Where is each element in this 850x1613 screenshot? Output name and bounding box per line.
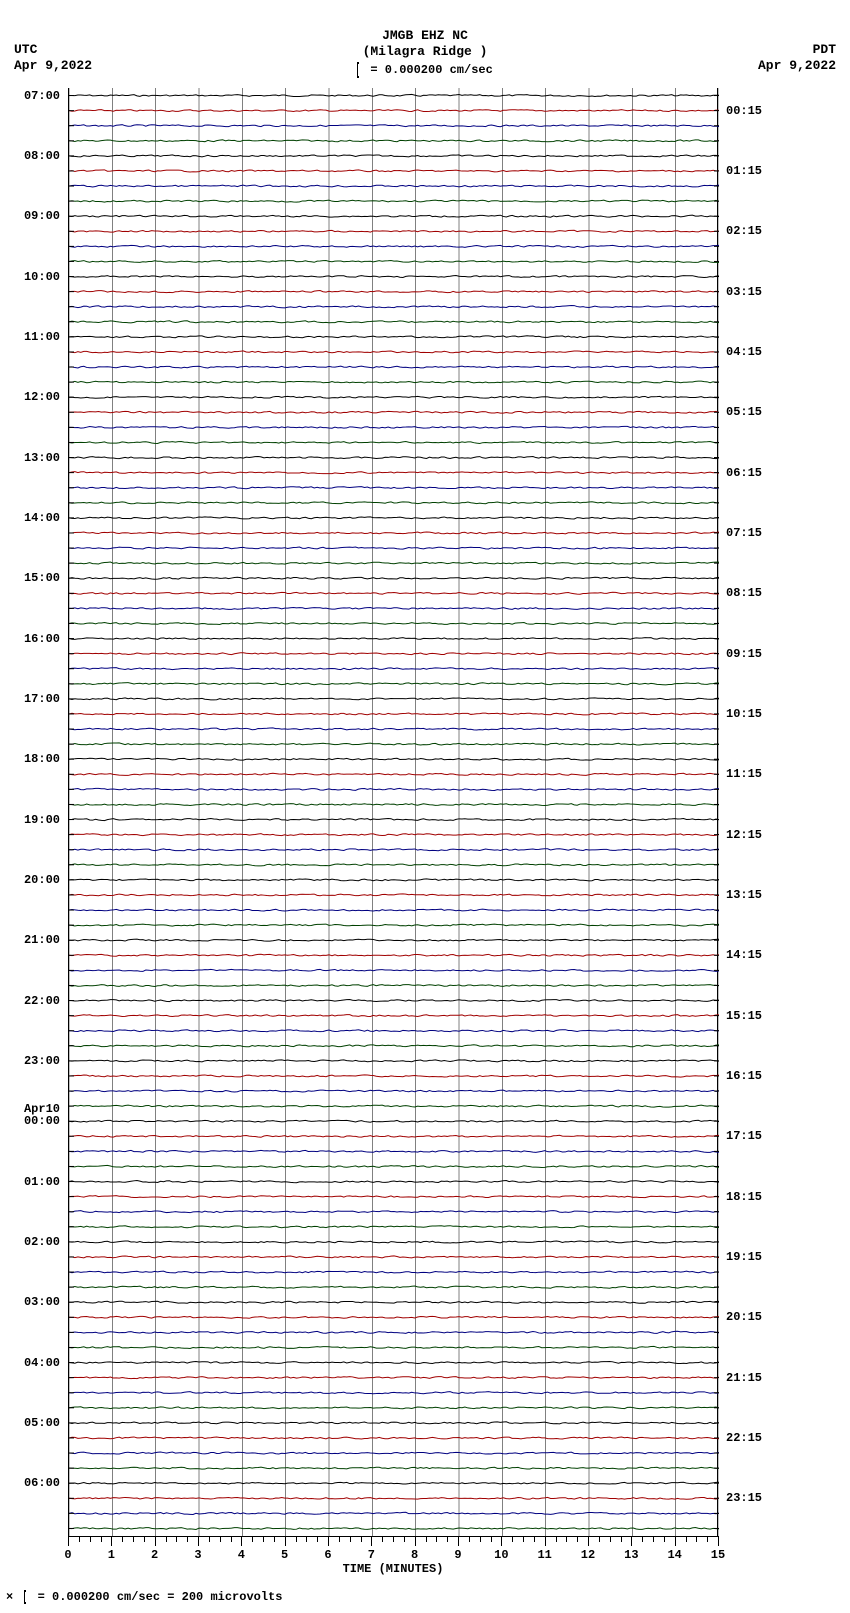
left-time-label: 09:00 xyxy=(24,210,60,222)
right-time-label: 13:15 xyxy=(726,889,762,901)
tz-left-date: Apr 9,2022 xyxy=(14,58,92,74)
x-tick-label: 1 xyxy=(108,1548,115,1562)
left-time-label: 14:00 xyxy=(24,512,60,524)
right-time-label: 18:15 xyxy=(726,1191,762,1203)
right-time-label: 11:15 xyxy=(726,768,762,780)
left-time-label: 02:00 xyxy=(24,1236,60,1248)
left-time-axis: Apr1007:0008:0009:0010:0011:0012:0013:00… xyxy=(0,88,64,1536)
left-time-label: 01:00 xyxy=(24,1176,60,1188)
right-time-axis: 00:15 01:15 02:15 03:15 04:15 05:15 06:15 07:15… xyxy=(722,88,842,1536)
left-time-label: 16:00 xyxy=(24,633,60,645)
left-time-label: 23:00 xyxy=(24,1055,60,1067)
x-tick-label: 0 xyxy=(64,1548,71,1562)
right-time-label: 19:15 xyxy=(726,1251,762,1263)
x-axis-title: TIME (MINUTES) xyxy=(68,1562,718,1576)
left-time-label: 00:00 xyxy=(24,1115,60,1127)
footer-prefix: × xyxy=(6,1590,13,1604)
x-tick-label: 7 xyxy=(368,1548,375,1562)
left-time-label: 07:00 xyxy=(24,90,60,102)
timezone-right: PDT Apr 9,2022 xyxy=(758,42,836,75)
x-tick-label: 12 xyxy=(581,1548,595,1562)
right-time-label: 04:15 xyxy=(726,346,762,358)
x-tick-label: 5 xyxy=(281,1548,288,1562)
x-tick-label: 6 xyxy=(324,1548,331,1562)
seismogram-traces xyxy=(69,88,719,1536)
left-time-label: 21:00 xyxy=(24,934,60,946)
left-time-label: 17:00 xyxy=(24,693,60,705)
left-time-label: 19:00 xyxy=(24,814,60,826)
scale-bar-icon xyxy=(357,62,359,78)
footer-scale: × = 0.000200 cm/sec = 200 microvolts xyxy=(6,1590,282,1604)
x-tick-label: 4 xyxy=(238,1548,245,1562)
right-time-label: 05:15 xyxy=(726,406,762,418)
x-tick-label: 3 xyxy=(194,1548,201,1562)
x-tick-label: 15 xyxy=(711,1548,725,1562)
right-time-label: 08:15 xyxy=(726,587,762,599)
tz-right-label: PDT xyxy=(758,42,836,58)
tz-left-label: UTC xyxy=(14,42,92,58)
right-time-label: 16:15 xyxy=(726,1070,762,1082)
x-axis: TIME (MINUTES) 0123456789101112131415 xyxy=(68,1536,718,1576)
left-time-label: 08:00 xyxy=(24,150,60,162)
right-time-label: 12:15 xyxy=(726,829,762,841)
right-time-label: 22:15 xyxy=(726,1432,762,1444)
right-time-label: 00:15 xyxy=(726,105,762,117)
right-time-label: 02:15 xyxy=(726,225,762,237)
left-time-label: 22:00 xyxy=(24,995,60,1007)
seismogram-plot xyxy=(68,88,718,1536)
x-tick-label: 8 xyxy=(411,1548,418,1562)
right-time-label: 01:15 xyxy=(726,165,762,177)
right-time-label: 10:15 xyxy=(726,708,762,720)
left-time-label: 04:00 xyxy=(24,1357,60,1369)
tz-right-date: Apr 9,2022 xyxy=(758,58,836,74)
left-time-label: 15:00 xyxy=(24,572,60,584)
left-time-label: 18:00 xyxy=(24,753,60,765)
right-time-label: 23:15 xyxy=(726,1492,762,1504)
x-tick-label: 2 xyxy=(151,1548,158,1562)
right-time-label: 03:15 xyxy=(726,286,762,298)
right-time-label: 17:15 xyxy=(726,1130,762,1142)
scale-indicator: = 0.000200 cm/sec xyxy=(0,62,850,78)
right-time-label: 07:15 xyxy=(726,527,762,539)
right-time-label: 21:15 xyxy=(726,1372,762,1384)
x-tick-label: 14 xyxy=(667,1548,681,1562)
right-time-label: 14:15 xyxy=(726,949,762,961)
x-tick-label: 9 xyxy=(454,1548,461,1562)
right-time-label: 20:15 xyxy=(726,1311,762,1323)
left-time-label: 03:00 xyxy=(24,1296,60,1308)
left-time-label: 13:00 xyxy=(24,452,60,464)
left-time-label: 20:00 xyxy=(24,874,60,886)
scale-text: = 0.000200 cm/sec xyxy=(370,63,492,77)
x-tick-label: 11 xyxy=(537,1548,551,1562)
chart-header: JMGB EHZ NC (Milagra Ridge ) xyxy=(0,28,850,61)
right-time-label: 15:15 xyxy=(726,1010,762,1022)
right-time-label: 09:15 xyxy=(726,648,762,660)
station-code: JMGB EHZ NC xyxy=(0,28,850,44)
left-time-label: 06:00 xyxy=(24,1477,60,1489)
left-time-label: 10:00 xyxy=(24,271,60,283)
timezone-left: UTC Apr 9,2022 xyxy=(14,42,92,75)
left-time-label: 11:00 xyxy=(24,331,60,343)
footer-scale-bar-icon xyxy=(24,1590,26,1604)
right-time-label: 06:15 xyxy=(726,467,762,479)
x-tick-label: 13 xyxy=(624,1548,638,1562)
x-tick-label: 10 xyxy=(494,1548,508,1562)
station-location: (Milagra Ridge ) xyxy=(0,44,850,60)
left-time-label: 05:00 xyxy=(24,1417,60,1429)
left-time-label: 12:00 xyxy=(24,391,60,403)
footer-text: = 0.000200 cm/sec = 200 microvolts xyxy=(38,1590,283,1604)
